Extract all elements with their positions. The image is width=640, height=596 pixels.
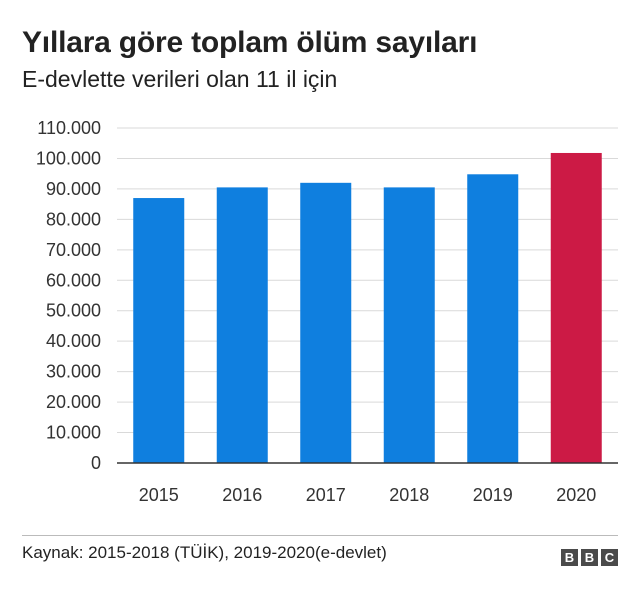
x-tick-label: 2016	[222, 485, 262, 505]
bar	[550, 152, 602, 464]
y-tick-label: 70.000	[46, 240, 101, 260]
source-note: Kaynak: 2015-2018 (TÜİK), 2019-2020(e-de…	[22, 543, 387, 562]
bar	[133, 198, 185, 463]
bbc-logo-letter: B	[561, 549, 578, 566]
y-tick-label: 50.000	[46, 301, 101, 321]
bar	[467, 174, 519, 464]
bbc-logo-letter: C	[601, 549, 618, 566]
x-tick-label: 2020	[556, 485, 596, 505]
bar	[216, 187, 268, 463]
x-tick-label: 2015	[139, 485, 179, 505]
y-tick-label: 60.000	[46, 270, 101, 290]
y-tick-label: 90.000	[46, 179, 101, 199]
bar	[300, 182, 352, 463]
x-tick-label: 2017	[306, 485, 346, 505]
chart-title: Yıllara göre toplam ölüm sayıları	[22, 26, 478, 59]
x-tick-label: 2019	[473, 485, 513, 505]
y-tick-label: 30.000	[46, 362, 101, 382]
bbc-logo: B B C	[561, 549, 618, 566]
bbc-logo-letter: B	[581, 549, 598, 566]
bar-chart: 0 10.000 20.000 30.000 40.000 50.000 60.000 70.…	[36, 118, 618, 505]
y-tick-label: 80.000	[46, 209, 101, 229]
y-tick-label: 110.000	[37, 118, 101, 138]
y-tick-label: 10.000	[46, 423, 101, 443]
x-tick-label: 2018	[389, 485, 429, 505]
chart-subtitle: E-devlette verileri olan 11 il için	[22, 66, 338, 92]
footer-divider	[22, 535, 618, 536]
bar	[383, 187, 435, 463]
y-tick-label: 0	[91, 453, 101, 473]
y-tick-label: 20.000	[46, 392, 101, 412]
y-tick-label: 40.000	[46, 331, 101, 351]
y-tick-label: 100.000	[36, 148, 101, 168]
